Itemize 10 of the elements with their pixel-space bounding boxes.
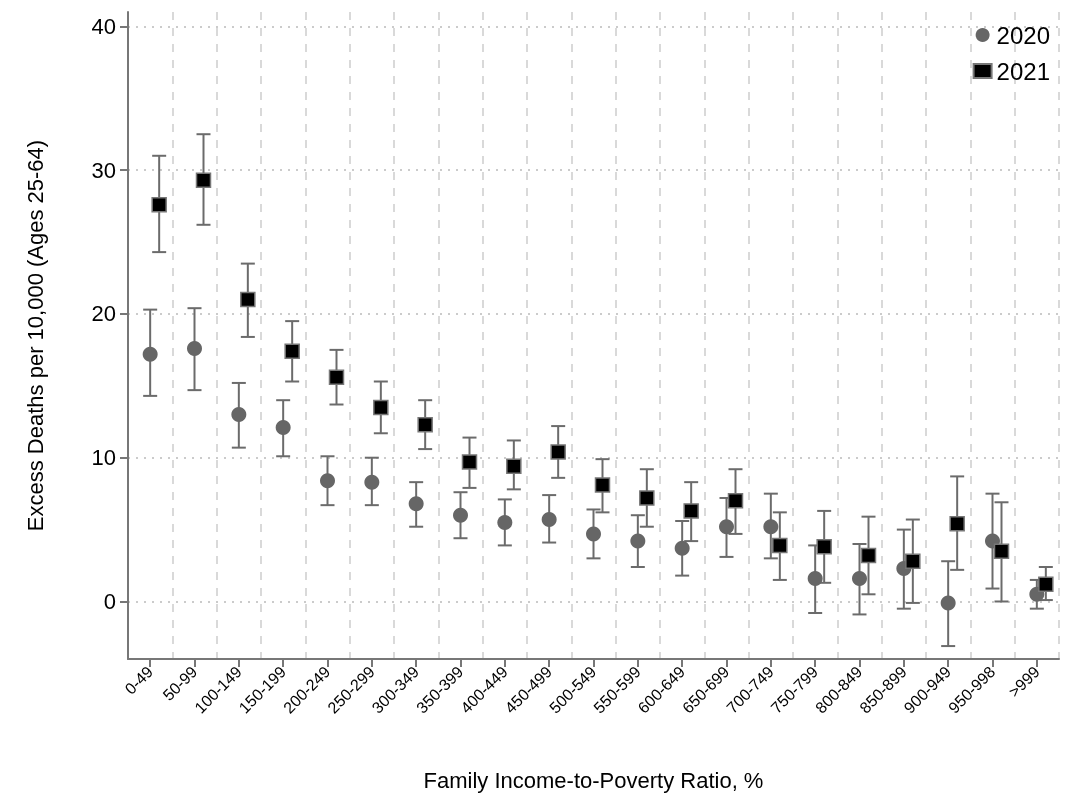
- y-tick-label: 0: [103, 588, 116, 614]
- x-tick-label: 0-49: [121, 662, 157, 698]
- y-tick-label: 10: [91, 445, 116, 471]
- y-tick-label: 20: [91, 301, 116, 327]
- legend-label: 2020: [996, 21, 1050, 49]
- legend-label: 2021: [996, 57, 1050, 85]
- x-axis-title: Family Income-to-Poverty Ratio, %: [423, 767, 764, 793]
- y-axis-title: Excess Deaths per 10,000 (Ages 25-64): [22, 139, 48, 532]
- y-tick-label: 40: [91, 13, 116, 39]
- y-tick-label: 30: [91, 157, 116, 183]
